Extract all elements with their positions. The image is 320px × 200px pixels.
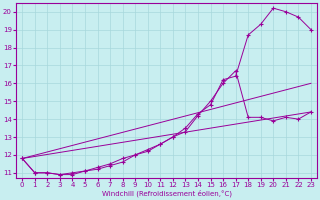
X-axis label: Windchill (Refroidissement éolien,°C): Windchill (Refroidissement éolien,°C)	[101, 190, 232, 197]
